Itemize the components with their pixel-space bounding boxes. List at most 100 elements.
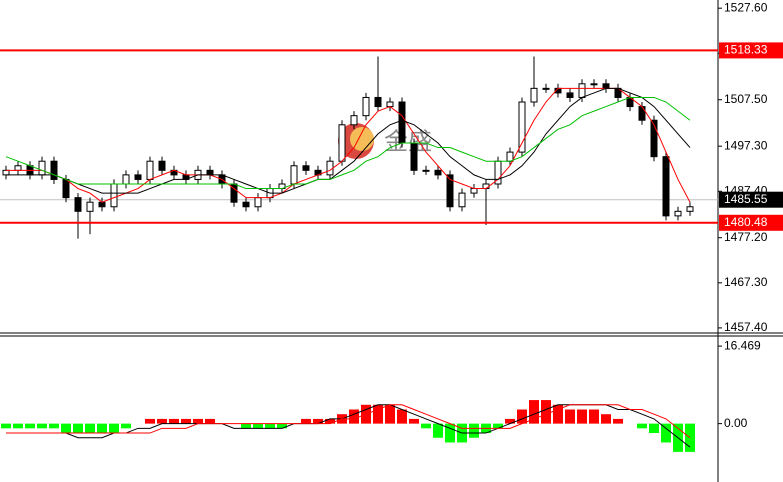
macd-bar <box>253 423 263 429</box>
candle-body <box>350 115 358 126</box>
macd-bar <box>205 418 215 424</box>
macd-bar <box>169 418 179 424</box>
ma-line <box>6 87 691 194</box>
macd-bar <box>649 423 659 434</box>
macd-bar <box>541 400 551 424</box>
candle-body <box>386 101 394 108</box>
candle-body <box>14 165 22 171</box>
y-tick-label: 0.00 <box>724 416 748 430</box>
candle-body <box>2 169 10 176</box>
macd-bar <box>313 418 323 424</box>
candle-body <box>434 169 442 176</box>
level-label: 1518.33 <box>724 43 768 57</box>
candle-body <box>242 201 250 208</box>
macd-bar <box>553 404 563 424</box>
candle-body <box>410 142 418 171</box>
y-tick-label: 16.469 <box>724 338 761 352</box>
macd-bar <box>601 414 611 424</box>
y-tick-label: 1527.60 <box>724 0 768 14</box>
candle-body <box>422 169 430 172</box>
macd-bar <box>589 409 599 424</box>
candle-body <box>602 83 610 89</box>
macd-bar <box>637 423 647 429</box>
macd-bar <box>325 418 335 424</box>
candle-body <box>506 151 514 162</box>
macd-bar <box>181 418 191 424</box>
macd-bar <box>517 409 527 424</box>
candle-body <box>74 197 82 212</box>
candle-body <box>98 201 106 208</box>
y-tick-label: 1497.30 <box>724 138 768 152</box>
macd-bar <box>505 418 515 424</box>
macd-bar <box>277 423 287 429</box>
macd-bar <box>97 423 107 434</box>
candle-body <box>290 165 298 185</box>
macd-bar <box>121 423 131 429</box>
y-tick-label: 1467.30 <box>724 275 768 289</box>
candle-body <box>638 106 646 121</box>
candle-body <box>338 124 346 162</box>
macd-bar <box>409 418 419 424</box>
macd-bar <box>265 423 275 429</box>
candle-body <box>650 119 658 158</box>
macd-bar <box>385 404 395 424</box>
candle-body <box>206 169 214 176</box>
price-label: 1485.55 <box>724 192 768 206</box>
macd-bar <box>661 423 671 443</box>
macd-bar <box>469 423 479 438</box>
candle-body <box>458 192 466 208</box>
macd-bar <box>565 409 575 424</box>
candle-body <box>38 160 46 176</box>
candle-body <box>530 87 538 103</box>
macd-bar <box>13 423 23 429</box>
candle-body <box>674 210 682 217</box>
level-label: 1480.48 <box>724 215 768 229</box>
candle-body <box>122 174 130 185</box>
candle-body <box>398 101 406 144</box>
macd-bar <box>25 423 35 429</box>
macd-bar <box>373 404 383 424</box>
candle-body <box>482 183 490 190</box>
macd-bar <box>49 423 59 429</box>
candle-body <box>590 83 598 86</box>
candle-body <box>686 206 694 212</box>
ma-line <box>6 404 691 439</box>
macd-bar <box>301 418 311 424</box>
macd-bar <box>85 423 95 434</box>
macd-bar <box>433 423 443 438</box>
macd-bar <box>73 423 83 434</box>
macd-bar <box>349 409 359 424</box>
macd-bar <box>1 423 11 429</box>
macd-bar <box>577 409 587 424</box>
candle-body <box>374 96 382 108</box>
y-tick-label: 1507.50 <box>724 92 768 106</box>
price-label-box <box>719 191 783 208</box>
macd-bar <box>157 418 167 424</box>
candle-body <box>662 156 670 217</box>
macd-bar <box>37 423 47 429</box>
macd-bar <box>529 400 539 424</box>
macd-bar <box>421 423 431 429</box>
candle-body <box>254 197 262 208</box>
level-label-box <box>719 42 783 59</box>
macd-bar <box>109 423 119 434</box>
macd-bar <box>61 423 71 434</box>
candle-body <box>86 201 94 212</box>
macd-bar <box>241 423 251 429</box>
y-tick-label: 1477.20 <box>724 230 768 244</box>
candle-body <box>302 165 310 171</box>
macd-bar <box>193 418 203 424</box>
candle-body <box>566 92 574 98</box>
candle-body <box>326 160 334 176</box>
candle-body <box>134 174 142 180</box>
candle-body <box>578 83 586 98</box>
macd-bar <box>397 409 407 424</box>
candle-body <box>470 188 478 194</box>
candle-body <box>518 101 526 153</box>
ma-line <box>5 96 691 190</box>
candle-body <box>446 174 454 208</box>
candle-body <box>158 160 166 171</box>
candle-body <box>62 178 70 199</box>
macd-bar <box>145 418 155 424</box>
